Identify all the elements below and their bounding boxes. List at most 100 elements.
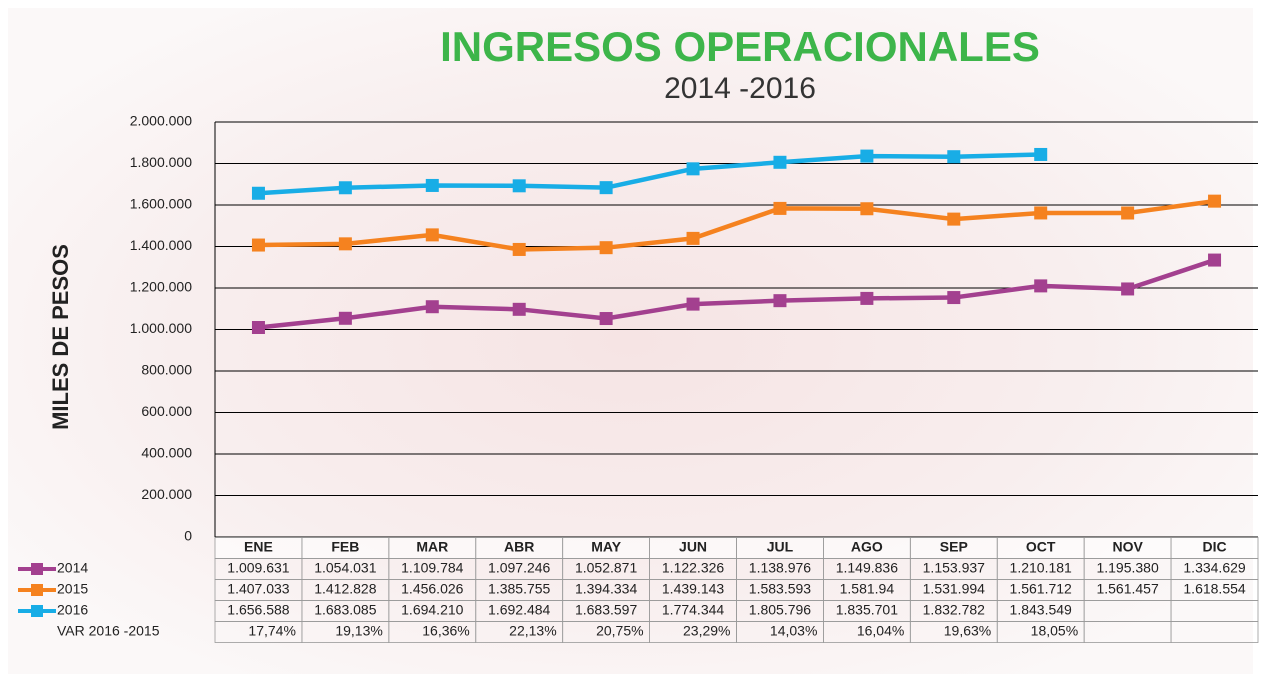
data-point — [1034, 148, 1047, 161]
data-point — [252, 187, 265, 200]
var-value: 20,75% — [596, 623, 643, 639]
y-tick-label: 1.200.000 — [130, 279, 192, 295]
data-point — [1121, 206, 1134, 219]
var-value: 19,63% — [944, 623, 991, 639]
var-value: 16,36% — [422, 623, 469, 639]
x-tick-label: ENE — [244, 539, 273, 555]
y-tick-label: 1.000.000 — [130, 320, 192, 336]
x-tick-label: MAY — [591, 539, 621, 555]
chart: INGRESOS OPERACIONALES 2014 -2016 MILES … — [0, 0, 1261, 682]
data-point — [947, 291, 960, 304]
legend-label: 2016 — [57, 602, 88, 618]
x-tick-label: OCT — [1026, 539, 1056, 555]
table-value: 1.385.755 — [488, 581, 550, 597]
x-tick-label: SEP — [940, 539, 968, 555]
legend-label: 2015 — [57, 581, 88, 597]
table-value: 1.407.033 — [227, 581, 289, 597]
data-point — [600, 181, 613, 194]
table-value: 1.412.828 — [314, 581, 376, 597]
var-value: 18,05% — [1031, 623, 1078, 639]
data-point — [513, 179, 526, 192]
table-value: 1.618.554 — [1183, 581, 1245, 597]
var-row-label: VAR 2016 -2015 — [57, 623, 160, 639]
data-point — [339, 237, 352, 250]
data-point — [947, 213, 960, 226]
var-value: 17,74% — [248, 623, 295, 639]
data-point — [1034, 206, 1047, 219]
data-point — [1208, 254, 1221, 267]
table-value: 1.581.94 — [840, 581, 895, 597]
table-value: 1.805.796 — [749, 602, 811, 618]
table-value: 1.683.085 — [314, 602, 376, 618]
data-point — [252, 321, 265, 334]
table-value: 1.456.026 — [401, 581, 463, 597]
table-value: 1.097.246 — [488, 560, 550, 576]
table-value: 1.692.484 — [488, 602, 550, 618]
chart-title: INGRESOS OPERACIONALES — [440, 23, 1040, 70]
data-point — [947, 150, 960, 163]
y-axis-label: MILES DE PESOS — [48, 244, 73, 430]
data-point — [773, 202, 786, 215]
data-point — [1034, 279, 1047, 292]
data-point — [513, 303, 526, 316]
table-value: 1.334.629 — [1183, 560, 1245, 576]
var-value: 14,03% — [770, 623, 817, 639]
page: INGRESOS OPERACIONALES 2014 -2016 MILES … — [0, 0, 1261, 682]
data-point — [513, 243, 526, 256]
x-tick-label: DIC — [1202, 539, 1226, 555]
data-point — [426, 300, 439, 313]
x-tick-label: ABR — [504, 539, 534, 555]
table-value: 1.394.334 — [575, 581, 637, 597]
table-value: 1.561.712 — [1010, 581, 1072, 597]
legend-marker — [31, 563, 43, 575]
table-value: 1.835.701 — [836, 602, 898, 618]
table-value: 1.774.344 — [662, 602, 724, 618]
data-point — [860, 150, 873, 163]
legend-marker — [31, 605, 43, 617]
data-point — [252, 239, 265, 252]
var-value: 19,13% — [335, 623, 382, 639]
data-point — [339, 181, 352, 194]
y-tick-label: 1.600.000 — [130, 196, 192, 212]
x-tick-label: MAR — [416, 539, 448, 555]
data-point — [687, 232, 700, 245]
data-point — [600, 312, 613, 325]
data-point — [426, 228, 439, 241]
table-value: 1.109.784 — [401, 560, 463, 576]
y-tick-label: 200.000 — [141, 486, 192, 502]
table-header-bg — [215, 538, 1261, 559]
table-value: 1.052.871 — [575, 560, 637, 576]
table-value: 1.153.937 — [923, 560, 985, 576]
y-tick-label: 2.000.000 — [130, 113, 192, 129]
legend-marker — [31, 584, 43, 596]
data-point — [773, 156, 786, 169]
data-point — [339, 312, 352, 325]
table-value: 1.122.326 — [662, 560, 724, 576]
x-tick-label: AGO — [851, 539, 883, 555]
y-tick-label: 800.000 — [141, 362, 192, 378]
var-value: 22,13% — [509, 623, 556, 639]
table-value: 1.583.593 — [749, 581, 811, 597]
data-point — [1208, 195, 1221, 208]
data-point — [687, 298, 700, 311]
table-value: 1.149.836 — [836, 560, 898, 576]
table-value: 1.138.976 — [749, 560, 811, 576]
x-tick-label: FEB — [331, 539, 359, 555]
x-tick-label: JUL — [767, 539, 794, 555]
table-value: 1.210.181 — [1010, 560, 1072, 576]
table-value: 1.439.143 — [662, 581, 724, 597]
data-point — [687, 162, 700, 175]
y-tick-label: 600.000 — [141, 403, 192, 419]
table-value: 1.832.782 — [923, 602, 985, 618]
data-point — [860, 202, 873, 215]
var-value: 16,04% — [857, 623, 904, 639]
data-point — [1121, 282, 1134, 295]
x-tick-label: JUN — [679, 539, 707, 555]
y-tick-label: 1.400.000 — [130, 237, 192, 253]
y-tick-label: 0 — [184, 528, 192, 544]
table-value: 1.683.597 — [575, 602, 637, 618]
x-tick-label: NOV — [1112, 539, 1143, 555]
table-value: 1.561.457 — [1096, 581, 1158, 597]
legend-label: 2014 — [57, 560, 88, 576]
table-value: 1.694.210 — [401, 602, 463, 618]
